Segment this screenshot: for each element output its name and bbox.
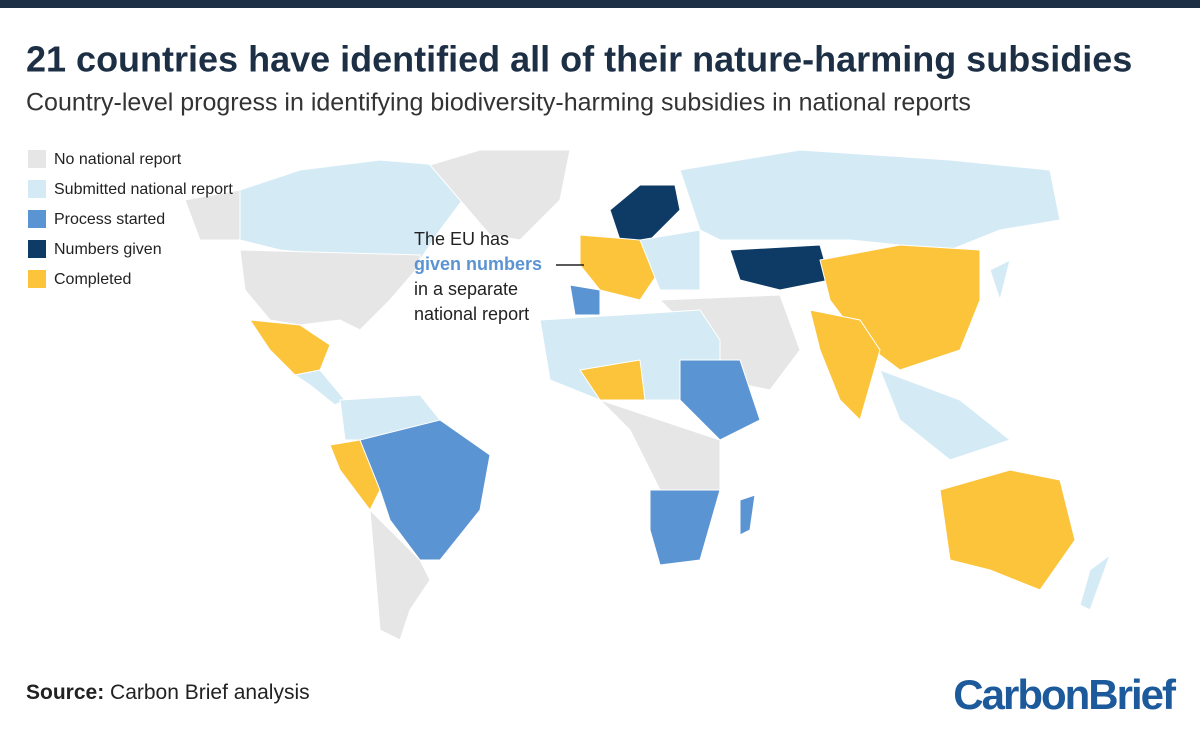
world-map <box>184 149 1112 641</box>
region <box>239 159 471 261</box>
region <box>639 229 701 291</box>
region <box>248 319 331 376</box>
region <box>679 149 1061 251</box>
top-bar <box>0 0 1200 8</box>
region <box>989 259 1011 302</box>
annotation-highlight: given numbers <box>414 254 542 274</box>
region <box>569 284 601 316</box>
region <box>609 184 681 241</box>
legend-swatch <box>28 180 46 198</box>
legend-label: Process started <box>54 211 165 228</box>
region <box>579 359 646 401</box>
subtitle: Country-level progress in identifying bi… <box>26 89 971 117</box>
region <box>1079 553 1112 611</box>
legend-label: No national report <box>54 151 182 168</box>
legend-swatch <box>28 150 46 168</box>
annotation-text: national report <box>414 304 529 324</box>
region <box>329 439 381 511</box>
legend-label: Numbers given <box>54 241 162 258</box>
legend: No national report Submitted national rep… <box>28 150 233 288</box>
source-label: Source: <box>26 681 104 704</box>
region <box>369 508 431 641</box>
legend-swatch <box>28 270 46 288</box>
legend-label: Submitted national report <box>54 181 233 198</box>
source-text: Carbon Brief analysis <box>110 681 310 704</box>
annotation-text: The EU has <box>414 229 509 249</box>
region <box>359 419 491 561</box>
annotation-text: in a separate <box>414 279 518 299</box>
region <box>879 369 1012 461</box>
region <box>729 244 831 291</box>
region <box>239 249 421 331</box>
region <box>939 469 1076 591</box>
legend-swatch <box>28 240 46 258</box>
legend-swatch <box>28 210 46 228</box>
logo: CarbonBrief <box>953 671 1177 718</box>
region <box>809 309 881 421</box>
legend-label: Completed <box>54 271 131 288</box>
region <box>739 494 756 536</box>
region <box>184 189 241 241</box>
source: Source: Carbon Brief analysis <box>26 681 310 704</box>
title: 21 countries have identified all of thei… <box>26 39 1132 80</box>
region <box>429 149 571 241</box>
region <box>649 489 721 566</box>
region <box>293 369 346 406</box>
region <box>679 359 761 441</box>
